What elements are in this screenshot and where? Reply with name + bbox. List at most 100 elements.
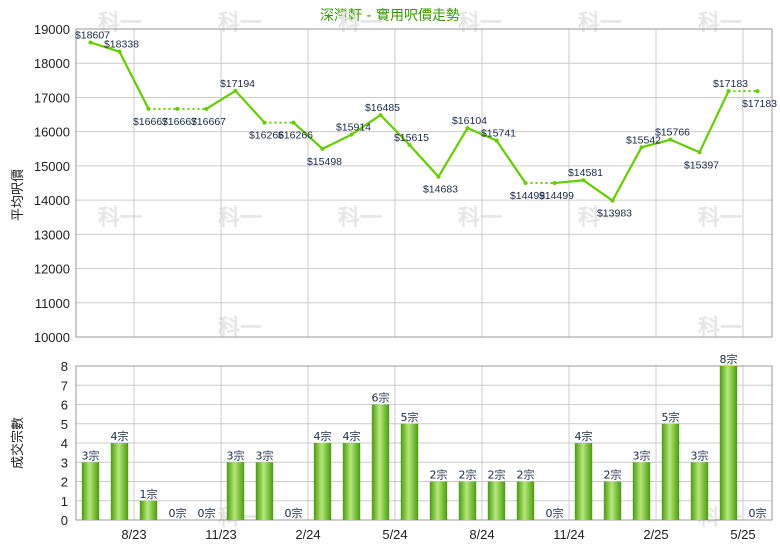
- price-line-segment: [641, 138, 671, 149]
- volume-bar: [516, 481, 535, 520]
- volume-data-label: 0宗: [546, 506, 564, 520]
- price-point: [465, 126, 470, 131]
- volume-bar: [574, 443, 593, 520]
- x-tick-label: 11/23: [205, 527, 237, 542]
- x-tick-label: 8/23: [121, 527, 146, 542]
- price-data-label: $14683: [423, 184, 458, 196]
- price-tick-label: 18000: [34, 56, 70, 71]
- watermark-text: 科一: [218, 11, 262, 36]
- price-tick-label: 19000: [34, 22, 70, 37]
- volume-data-label: 3宗: [227, 448, 245, 462]
- volume-tick-label: 0: [61, 513, 68, 528]
- x-tick-label: 2/25: [643, 527, 668, 542]
- volume-data-label: 5宗: [662, 410, 680, 424]
- price-line-segment: [292, 121, 324, 150]
- volume-bar: [661, 423, 680, 520]
- price-tick-label: 11000: [35, 296, 70, 311]
- price-point: [320, 146, 325, 151]
- x-tick-label: 5/25: [730, 527, 755, 542]
- x-tick-label: 2/24: [295, 527, 320, 542]
- volume-bar: [342, 443, 361, 520]
- price-plot-frame: [75, 28, 773, 338]
- volume-tick-label: 8: [61, 359, 68, 374]
- price-line-segment: [118, 51, 150, 110]
- volume-data-label: 4宗: [111, 429, 129, 443]
- volume-data-label: 0宗: [169, 506, 187, 520]
- volume-data-label: 4宗: [314, 429, 332, 443]
- watermark-text: 科一: [338, 206, 382, 231]
- watermark-text: 科一: [458, 11, 502, 36]
- volume-data-label: 3宗: [256, 448, 274, 462]
- volume-data-label: 3宗: [691, 448, 709, 462]
- price-data-label: $15914: [336, 122, 371, 134]
- watermark-text: 科一: [578, 11, 622, 36]
- price-data-label: $18607: [75, 29, 110, 41]
- price-point: [349, 132, 354, 137]
- price-data-label: $15766: [655, 127, 690, 139]
- price-line-segment: [437, 127, 469, 178]
- volume-bar: [400, 423, 419, 520]
- price-data-label: $14499: [510, 190, 545, 202]
- price-data-label: $14581: [568, 167, 603, 179]
- price-line-segment: [670, 138, 700, 154]
- volume-bar: [371, 404, 390, 520]
- price-line-segment: [408, 144, 440, 178]
- price-point: [378, 113, 383, 118]
- volume-bar: [719, 366, 738, 520]
- price-point: [204, 106, 209, 111]
- price-line-segment: [554, 179, 584, 185]
- price-line-panel: 10000 11000 12000 13000 14000 15000 16000 17000…: [34, 22, 777, 345]
- price-tick-label: 14000: [34, 193, 70, 208]
- price-point: [755, 89, 760, 94]
- price-tick-label: 16000: [34, 125, 70, 140]
- price-data-label: $16667: [162, 116, 197, 128]
- volume-plot-frame: [75, 365, 773, 521]
- price-point: [639, 145, 644, 150]
- price-line-segment: [205, 89, 237, 110]
- price-point: [407, 142, 412, 147]
- volume-data-label: 2宗: [488, 468, 506, 482]
- price-data-label: $15615: [394, 132, 429, 144]
- volume-tick-label: 3: [61, 455, 68, 470]
- price-point: [262, 120, 267, 125]
- volume-tick-label: 7: [61, 378, 68, 393]
- price-point: [175, 106, 180, 111]
- price-point: [610, 198, 615, 203]
- price-point: [146, 106, 151, 111]
- watermark-text: 科一: [578, 206, 622, 231]
- price-data-label: $16266: [278, 130, 313, 142]
- price-data-label: $15397: [684, 159, 719, 171]
- volume-data-label: 1宗: [140, 487, 158, 501]
- volume-bar: [603, 481, 622, 520]
- volume-bar: [458, 481, 477, 520]
- volume-bar: [255, 462, 274, 520]
- volume-bar: [139, 500, 158, 520]
- volume-bar: [313, 443, 332, 520]
- price-point: [552, 181, 557, 186]
- chart-title: 深灣軒 - 實用呎價走勢: [320, 7, 460, 24]
- price-data-label: $17183: [742, 98, 777, 110]
- watermark-text: 科一: [698, 11, 742, 36]
- watermark-text: 科一: [218, 206, 262, 231]
- volume-data-label: 8宗: [720, 352, 738, 366]
- price-data-label: $17183: [713, 78, 748, 90]
- volume-data-label: 0宗: [749, 506, 767, 520]
- price-line-segment: [379, 114, 411, 146]
- x-axis: 8/23 11/23 2/24 5/24 8/24 11/24 2/25 5/25: [121, 527, 755, 542]
- price-point: [291, 120, 296, 125]
- volume-data-label: 4宗: [575, 429, 593, 443]
- price-data-label: $18338: [104, 39, 139, 51]
- price-data-label: $16485: [365, 102, 400, 114]
- volume-tick-label: 4: [61, 436, 68, 451]
- price-point: [668, 137, 673, 142]
- price-point: [523, 181, 528, 186]
- volume-bar: [632, 462, 651, 520]
- volume-data-label: 4宗: [343, 429, 361, 443]
- price-line-segment: [234, 90, 266, 124]
- volume-data-label: 2宗: [459, 468, 477, 482]
- volume-data-label: 5宗: [401, 410, 419, 424]
- volume-bar: [487, 481, 506, 520]
- price-data-label: $15498: [307, 156, 342, 168]
- price-line-segment: [611, 146, 643, 202]
